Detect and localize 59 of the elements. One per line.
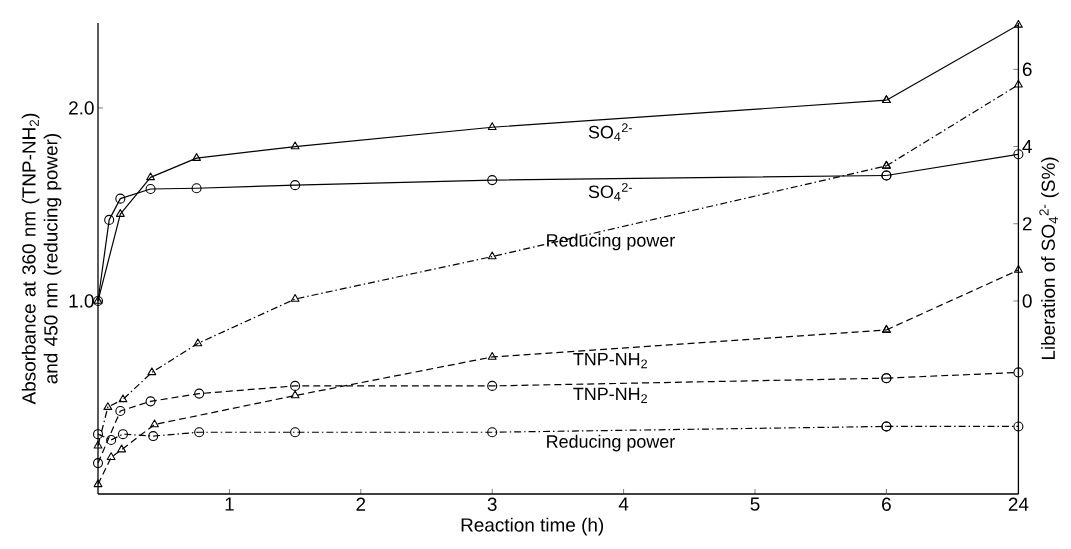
- x-tick-label: 4: [618, 497, 629, 511]
- point: [290, 390, 300, 399]
- point: [93, 440, 103, 449]
- series-label: TNP-NH$_{2}$: [573, 387, 647, 403]
- y2-tick-label: 4: [1022, 140, 1032, 154]
- series-label: Reducing power: [547, 233, 675, 251]
- point: [191, 183, 202, 194]
- y2-axis-title: Liberation of SO$_{4}$$^{2-}$ (S%): [1039, 157, 1059, 360]
- point: [148, 431, 159, 442]
- point: [117, 444, 127, 453]
- point: [115, 193, 126, 204]
- point: [118, 394, 128, 403]
- series-label: SO$_{4}$2-: [588, 123, 632, 142]
- point: [117, 429, 128, 440]
- point: [290, 141, 300, 150]
- point: [487, 251, 497, 260]
- x-tick-label: 2: [356, 497, 366, 511]
- point: [106, 452, 116, 461]
- point: [192, 153, 201, 161]
- point: [103, 402, 113, 410]
- point: [146, 172, 155, 181]
- x-tick-label: 1: [225, 497, 234, 511]
- point: [145, 396, 156, 407]
- y2-tick-label: 2: [1022, 217, 1032, 231]
- y2-tick-label: 6: [1022, 62, 1032, 77]
- y-tick-label: 1.0: [69, 294, 94, 308]
- point: [487, 122, 497, 131]
- x-tick-label: 5: [750, 497, 760, 511]
- series-label: TNP-NH$_{2}$: [573, 353, 647, 369]
- point: [150, 419, 159, 428]
- x-tick-label: 24: [1008, 497, 1029, 511]
- point: [92, 458, 104, 469]
- point: [194, 427, 205, 438]
- point: [147, 367, 157, 376]
- point: [115, 209, 125, 217]
- point: [106, 434, 117, 445]
- y-axis-title: Absorbance at 360 nm (TNP-NH$_{2}$) and 450 nm (reducing power): [21, 113, 62, 405]
- point: [104, 214, 115, 225]
- point: [487, 427, 498, 438]
- point: [290, 180, 301, 191]
- point: [487, 380, 498, 391]
- x-axis-title: Reaction time (h): [461, 517, 604, 536]
- point: [290, 380, 301, 391]
- x-tick-label: 3: [487, 497, 497, 511]
- series-label: Reducing power: [547, 434, 675, 452]
- point: [115, 405, 126, 417]
- point: [487, 175, 498, 186]
- point: [193, 338, 203, 347]
- point: [145, 183, 156, 195]
- y2-tick-label: 0: [1022, 294, 1032, 308]
- series-label: SO$_{4}$2-: [588, 182, 632, 201]
- x-tick-label: 6: [882, 497, 891, 511]
- point: [194, 388, 205, 399]
- point: [93, 479, 103, 488]
- point: [487, 351, 497, 360]
- y-tick-label: 2.0: [69, 101, 94, 115]
- point: [92, 429, 104, 440]
- point: [290, 294, 300, 302]
- point: [290, 427, 301, 438]
